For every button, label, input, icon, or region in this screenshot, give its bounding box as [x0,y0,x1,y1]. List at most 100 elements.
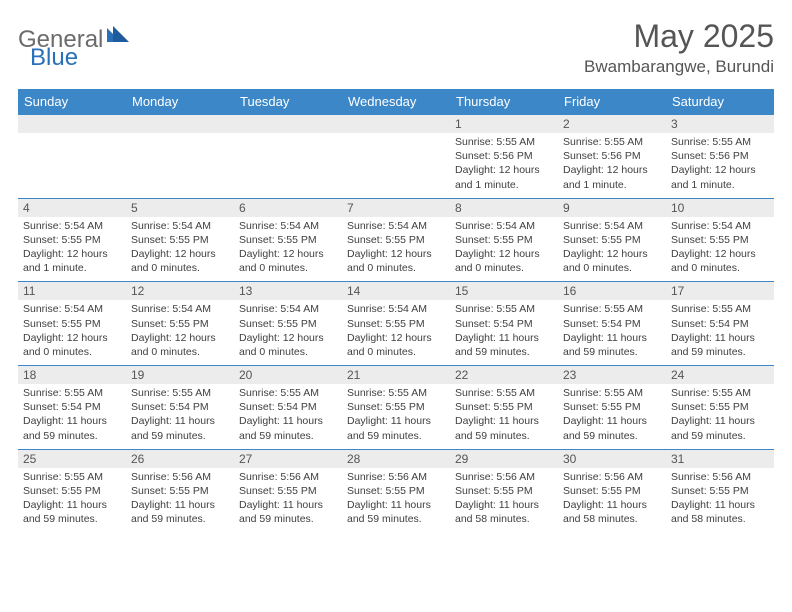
calendar-cell: 4Sunrise: 5:54 AMSunset: 5:55 PMDaylight… [18,198,126,282]
sunset-text: Sunset: 5:55 PM [131,317,229,331]
calendar-cell: 23Sunrise: 5:55 AMSunset: 5:55 PMDayligh… [558,366,666,450]
daylight-text: Daylight: 11 hours and 59 minutes. [671,331,769,359]
sunrise-text: Sunrise: 5:54 AM [455,219,553,233]
day-body: Sunrise: 5:54 AMSunset: 5:55 PMDaylight:… [450,217,558,282]
calendar-cell: 24Sunrise: 5:55 AMSunset: 5:55 PMDayligh… [666,366,774,450]
calendar-cell: 2Sunrise: 5:55 AMSunset: 5:56 PMDaylight… [558,115,666,199]
day-body [234,133,342,193]
day-body: Sunrise: 5:54 AMSunset: 5:55 PMDaylight:… [18,300,126,365]
sunset-text: Sunset: 5:55 PM [23,484,121,498]
daylight-text: Daylight: 11 hours and 58 minutes. [671,498,769,526]
sunset-text: Sunset: 5:55 PM [239,233,337,247]
daylight-text: Daylight: 11 hours and 59 minutes. [347,498,445,526]
sunset-text: Sunset: 5:55 PM [131,484,229,498]
weekday-header: Tuesday [234,89,342,115]
weekday-header: Saturday [666,89,774,115]
sunrise-text: Sunrise: 5:55 AM [239,386,337,400]
daylight-text: Daylight: 11 hours and 59 minutes. [455,414,553,442]
sunset-text: Sunset: 5:54 PM [23,400,121,414]
sunrise-text: Sunrise: 5:55 AM [347,386,445,400]
daylight-text: Daylight: 11 hours and 59 minutes. [239,414,337,442]
daylight-text: Daylight: 12 hours and 0 minutes. [131,247,229,275]
day-number: 8 [450,199,558,217]
day-body: Sunrise: 5:55 AMSunset: 5:55 PMDaylight:… [342,384,450,449]
weekday-header: Monday [126,89,234,115]
daylight-text: Daylight: 11 hours and 59 minutes. [23,414,121,442]
weekday-header: Wednesday [342,89,450,115]
sunrise-text: Sunrise: 5:55 AM [671,302,769,316]
day-number: 23 [558,366,666,384]
daylight-text: Daylight: 11 hours and 59 minutes. [23,498,121,526]
daylight-text: Daylight: 11 hours and 58 minutes. [455,498,553,526]
calendar-cell: 20Sunrise: 5:55 AMSunset: 5:54 PMDayligh… [234,366,342,450]
day-body: Sunrise: 5:54 AMSunset: 5:55 PMDaylight:… [126,300,234,365]
logo-text-blue: Blue [30,44,78,72]
day-number: 6 [234,199,342,217]
logo-triangle-icon [107,24,129,47]
daylight-text: Daylight: 11 hours and 59 minutes. [563,414,661,442]
calendar-cell: 8Sunrise: 5:54 AMSunset: 5:55 PMDaylight… [450,198,558,282]
day-number [18,115,126,133]
daylight-text: Daylight: 11 hours and 59 minutes. [239,498,337,526]
calendar-cell: 16Sunrise: 5:55 AMSunset: 5:54 PMDayligh… [558,282,666,366]
day-body: Sunrise: 5:55 AMSunset: 5:54 PMDaylight:… [666,300,774,365]
day-number: 30 [558,450,666,468]
calendar-cell: 25 Sunrise: 5:55 AMSunset: 5:55 PMDayligh… [18,449,126,532]
sunset-text: Sunset: 5:55 PM [347,233,445,247]
calendar-row: 1Sunrise: 5:55 AMSunset: 5:56 PMDaylight… [18,115,774,199]
day-body: Sunrise: 5:55 AMSunset: 5:54 PMDaylight:… [450,300,558,365]
calendar-cell: 3Sunrise: 5:55 AMSunset: 5:56 PMDaylight… [666,115,774,199]
calendar-cell: 18Sunrise: 5:55 AMSunset: 5:54 PMDayligh… [18,366,126,450]
day-number: 13 [234,282,342,300]
sunrise-text: Sunrise: 5:55 AM [563,135,661,149]
sunset-text: Sunset: 5:55 PM [455,400,553,414]
day-number: 12 [126,282,234,300]
day-number: 16 [558,282,666,300]
sunrise-text: Sunrise: 5:56 AM [131,470,229,484]
sunset-text: Sunset: 5:55 PM [563,400,661,414]
daylight-text: Daylight: 12 hours and 0 minutes. [347,247,445,275]
calendar-cell: 5 Sunrise: 5:54 AMSunset: 5:55 PMDaylight… [126,198,234,282]
day-number: 5 [126,199,234,217]
calendar-cell: 22Sunrise: 5:55 AMSunset: 5:55 PMDayligh… [450,366,558,450]
sunset-text: Sunset: 5:55 PM [131,233,229,247]
day-body: Sunrise: 5:56 AMSunset: 5:55 PMDaylight:… [558,468,666,533]
day-number: 29 [450,450,558,468]
day-body: Sunrise: 5:56 AMSunset: 5:55 PMDaylight:… [666,468,774,533]
day-body: Sunrise: 5:55 AMSunset: 5:55 PMDaylight:… [666,384,774,449]
sunrise-text: Sunrise: 5:55 AM [131,386,229,400]
day-number: 9 [558,199,666,217]
day-body: Sunrise: 5:54 AMSunset: 5:55 PMDaylight:… [18,217,126,282]
day-number: 7 [342,199,450,217]
day-number [234,115,342,133]
day-number: 24 [666,366,774,384]
calendar-cell: 19Sunrise: 5:55 AMSunset: 5:54 PMDayligh… [126,366,234,450]
day-number: 25 [18,450,126,468]
sunrise-text: Sunrise: 5:56 AM [563,470,661,484]
sunrise-text: Sunrise: 5:54 AM [131,302,229,316]
sunset-text: Sunset: 5:55 PM [671,484,769,498]
sunrise-text: Sunrise: 5:55 AM [23,386,121,400]
weekday-header: Sunday [18,89,126,115]
sunrise-text: Sunrise: 5:54 AM [131,219,229,233]
day-body: Sunrise: 5:54 AMSunset: 5:55 PMDaylight:… [234,300,342,365]
calendar-cell: 14Sunrise: 5:54 AMSunset: 5:55 PMDayligh… [342,282,450,366]
daylight-text: Daylight: 11 hours and 59 minutes. [131,498,229,526]
sunrise-text: Sunrise: 5:55 AM [563,302,661,316]
daylight-text: Daylight: 12 hours and 0 minutes. [239,247,337,275]
day-body: Sunrise: 5:56 AMSunset: 5:55 PMDaylight:… [450,468,558,533]
day-body [126,133,234,193]
day-body: Sunrise: 5:54 AMSunset: 5:55 PMDaylight:… [558,217,666,282]
day-body: Sunrise: 5:55 AMSunset: 5:56 PMDaylight:… [666,133,774,198]
sunrise-text: Sunrise: 5:55 AM [455,386,553,400]
sunset-text: Sunset: 5:55 PM [563,233,661,247]
calendar-cell: 15Sunrise: 5:55 AMSunset: 5:54 PMDayligh… [450,282,558,366]
daylight-text: Daylight: 11 hours and 59 minutes. [671,414,769,442]
day-number: 28 [342,450,450,468]
day-number: 2 [558,115,666,133]
day-number [126,115,234,133]
calendar-cell: 31Sunrise: 5:56 AMSunset: 5:55 PMDayligh… [666,449,774,532]
sunrise-text: Sunrise: 5:55 AM [23,470,121,484]
day-number: 26 [126,450,234,468]
daylight-text: Daylight: 12 hours and 0 minutes. [131,331,229,359]
